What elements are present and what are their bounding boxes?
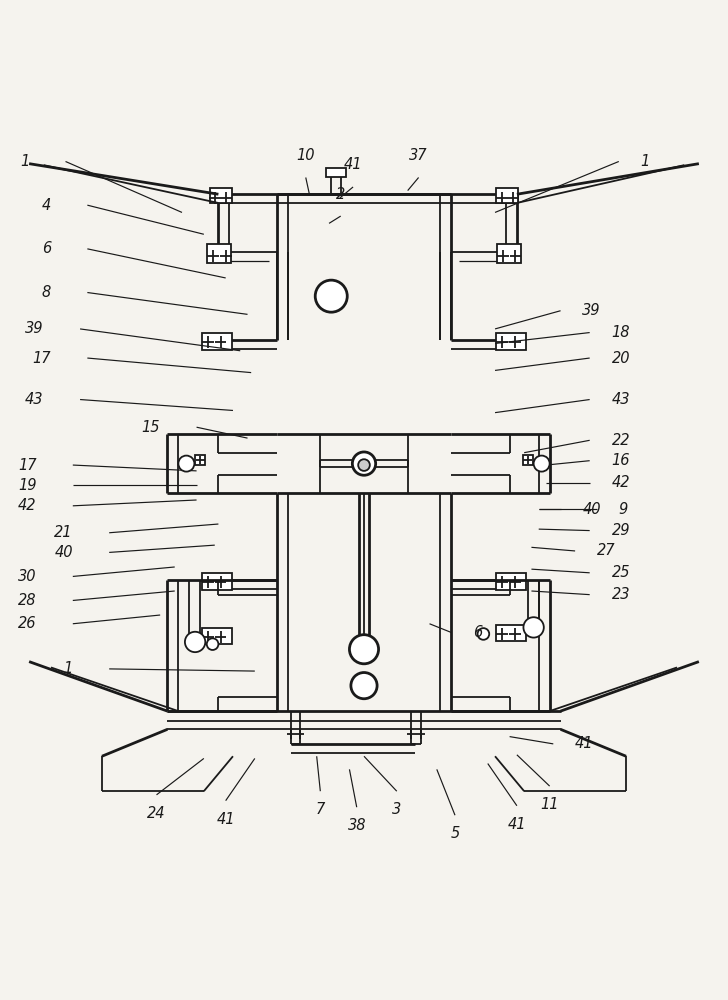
Bar (496, 625, 526, 641)
Text: 43: 43 (612, 392, 630, 407)
Text: 17: 17 (18, 458, 36, 473)
Text: 11: 11 (540, 797, 559, 812)
Bar (210, 188, 232, 203)
Bar (207, 244, 231, 263)
Text: 41: 41 (575, 736, 593, 751)
Circle shape (352, 452, 376, 475)
Text: 29: 29 (612, 523, 630, 538)
Text: 6: 6 (473, 625, 483, 640)
Circle shape (207, 638, 218, 650)
Bar (202, 333, 232, 350)
Text: 9: 9 (619, 502, 628, 517)
Text: 1: 1 (63, 661, 73, 676)
Circle shape (358, 459, 370, 471)
Text: 25: 25 (612, 565, 630, 580)
Bar (496, 333, 526, 350)
Circle shape (349, 635, 379, 664)
Text: 16: 16 (612, 453, 630, 468)
Circle shape (315, 280, 347, 312)
Text: 2: 2 (336, 187, 345, 202)
Bar (496, 188, 518, 203)
Text: 38: 38 (347, 818, 366, 833)
Bar (497, 244, 521, 263)
Text: 3: 3 (392, 802, 401, 817)
Text: 6: 6 (41, 241, 51, 256)
Bar (496, 573, 526, 590)
Text: 26: 26 (18, 616, 36, 631)
Text: 10: 10 (296, 148, 315, 163)
Text: 1: 1 (20, 154, 29, 169)
Text: 22: 22 (612, 433, 630, 448)
Text: 42: 42 (18, 498, 36, 513)
Text: 7: 7 (316, 802, 325, 817)
Text: 19: 19 (18, 478, 36, 493)
Text: 30: 30 (18, 569, 36, 584)
Text: 8: 8 (41, 285, 51, 300)
Text: 39: 39 (25, 321, 44, 336)
Text: 40: 40 (55, 545, 73, 560)
Bar (195, 455, 205, 465)
Text: 17: 17 (33, 351, 51, 366)
Text: 23: 23 (612, 587, 630, 602)
Circle shape (178, 456, 194, 472)
Text: 43: 43 (25, 392, 44, 407)
Bar (523, 455, 533, 465)
Text: 28: 28 (18, 593, 36, 608)
Text: 27: 27 (597, 543, 615, 558)
Text: 41: 41 (216, 812, 235, 827)
Text: 4: 4 (41, 198, 51, 213)
Text: 41: 41 (344, 157, 363, 172)
Text: 42: 42 (612, 475, 630, 490)
Text: 1: 1 (641, 154, 650, 169)
Bar (202, 573, 232, 590)
Circle shape (534, 456, 550, 472)
Bar (326, 168, 346, 177)
Circle shape (185, 632, 205, 652)
Text: 15: 15 (142, 420, 160, 435)
Text: 37: 37 (409, 148, 428, 163)
Text: 41: 41 (507, 817, 526, 832)
Bar (202, 628, 232, 644)
Circle shape (478, 628, 489, 640)
Text: 40: 40 (582, 502, 601, 517)
Text: 18: 18 (612, 325, 630, 340)
Text: 20: 20 (612, 351, 630, 366)
Text: 5: 5 (451, 826, 459, 841)
Text: 24: 24 (147, 806, 166, 821)
Text: 21: 21 (55, 525, 73, 540)
Circle shape (523, 617, 544, 638)
Circle shape (351, 673, 377, 699)
Text: 39: 39 (582, 303, 601, 318)
